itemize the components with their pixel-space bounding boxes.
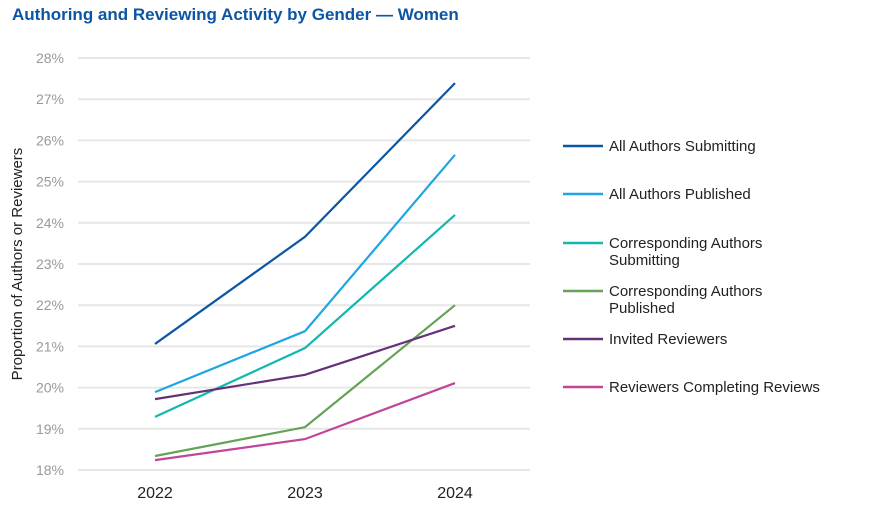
legend-label: All Authors Published xyxy=(609,186,751,203)
y-tick-label: 23% xyxy=(36,256,64,272)
series-line xyxy=(154,304,456,458)
legend-label: Invited Reviewers xyxy=(609,331,727,348)
series-line xyxy=(154,382,456,462)
legend-label: All Authors Submitting xyxy=(609,138,756,155)
y-tick-label: 27% xyxy=(36,91,64,107)
legend-label: Corresponding Authors Published xyxy=(609,283,762,317)
y-tick-label: 18% xyxy=(36,462,64,478)
y-tick-label: 21% xyxy=(36,338,64,354)
y-tick-label: 26% xyxy=(36,132,64,148)
series-line xyxy=(154,324,456,401)
series-line xyxy=(154,214,456,418)
x-tick-label: 2024 xyxy=(437,485,473,502)
series-line xyxy=(154,82,456,345)
legend-label: Corresponding Authors Submitting xyxy=(609,235,762,269)
y-tick-label: 19% xyxy=(36,421,64,437)
series-line xyxy=(154,154,456,394)
x-tick-label: 2023 xyxy=(287,485,323,502)
y-axis-label: Proportion of Authors or Reviewers xyxy=(9,148,26,381)
y-tick-label: 25% xyxy=(36,174,64,190)
x-tick-label: 2022 xyxy=(137,485,173,502)
y-tick-label: 24% xyxy=(36,215,64,231)
y-tick-label: 22% xyxy=(36,297,64,313)
legend-label: Reviewers Completing Reviews xyxy=(609,379,820,396)
chart-title: Authoring and Reviewing Activity by Gend… xyxy=(12,5,459,24)
y-tick-label: 28% xyxy=(36,50,64,66)
y-tick-label: 20% xyxy=(36,380,64,396)
